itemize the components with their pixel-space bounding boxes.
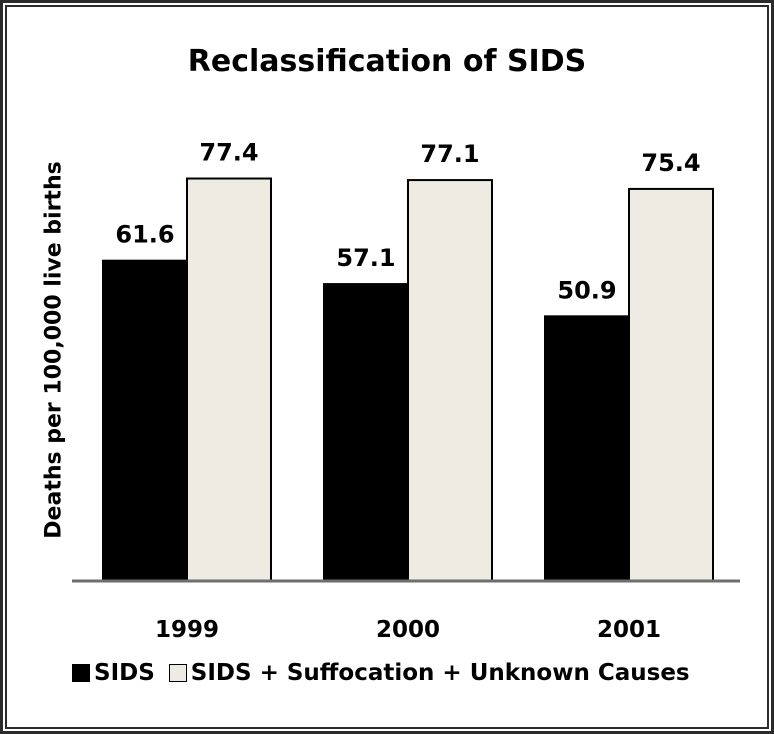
data-label-sids-2001: 50.9 xyxy=(557,276,616,304)
legend-item-sids-plus: SIDS + Suffocation + Unknown Causes xyxy=(168,660,690,686)
legend-label-sids: SIDS xyxy=(94,660,155,686)
chart-title: Reclassification of SIDS xyxy=(187,44,587,79)
data-label-sids-plus-2000: 77.1 xyxy=(420,140,479,168)
bar-sids-plus-1999 xyxy=(186,177,272,583)
x-tick-label-2001: 2001 xyxy=(597,617,661,643)
data-label-sids-plus-1999: 77.4 xyxy=(199,139,258,167)
bar-sids-1999 xyxy=(102,259,188,582)
bar-sids-2000 xyxy=(323,283,409,582)
legend: SIDS SIDS + Suffocation + Unknown Causes xyxy=(72,660,704,686)
legend-item-sids: SIDS xyxy=(72,660,155,686)
x-tick-label-2000: 2000 xyxy=(376,617,440,643)
data-label-sids-plus-2001: 75.4 xyxy=(641,149,700,177)
bar-sids-plus-2000 xyxy=(407,179,493,583)
x-tick-label-1999: 1999 xyxy=(155,617,219,643)
legend-label-sids-plus: SIDS + Suffocation + Unknown Causes xyxy=(190,660,690,686)
bar-sids-plus-2001 xyxy=(628,187,714,582)
legend-swatch-sids-plus xyxy=(168,664,187,682)
data-label-sids-2000: 57.1 xyxy=(336,244,395,272)
bar-sids-2001 xyxy=(544,315,630,582)
legend-swatch-sids xyxy=(72,664,90,682)
data-label-sids-1999: 61.6 xyxy=(115,221,174,249)
